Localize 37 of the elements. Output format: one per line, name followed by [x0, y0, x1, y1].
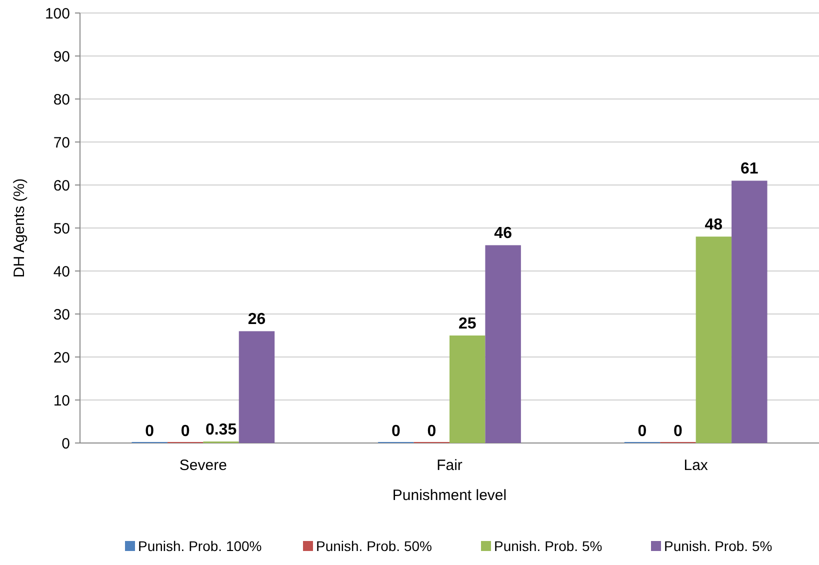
- data-label: 0: [391, 423, 400, 440]
- data-label: 0: [145, 423, 154, 440]
- data-label: 61: [740, 160, 758, 178]
- bar: [485, 245, 521, 443]
- y-tick-label: 10: [53, 392, 70, 410]
- y-tick-label: 20: [53, 349, 70, 366]
- y-tick-label: 0: [62, 435, 70, 452]
- data-label: 48: [704, 216, 723, 234]
- legend-label: Punish. Prob. 50%: [316, 538, 432, 554]
- legend-label: Punish. Prob. 5%: [494, 538, 602, 554]
- data-label: 0: [180, 423, 190, 440]
- x-axis-title: Punishment level: [392, 487, 507, 504]
- bar: [450, 336, 486, 443]
- data-label: 46: [494, 225, 512, 242]
- legend-label: Punish. Prob. 100%: [138, 538, 262, 554]
- bar: [696, 236, 732, 443]
- x-tick-label: Lax: [684, 457, 708, 474]
- y-tick-label: 60: [53, 177, 70, 194]
- y-tick-label: 40: [53, 263, 70, 280]
- data-label: 26: [248, 311, 266, 328]
- y-tick-label: 90: [53, 48, 70, 66]
- y-tick-label: 100: [44, 5, 70, 22]
- data-label: 0.35: [205, 421, 237, 438]
- y-tick-label: 80: [53, 91, 70, 108]
- data-label: 0: [674, 423, 683, 440]
- legend-label: Punish. Prob. 5%: [664, 538, 772, 554]
- bar: [238, 331, 275, 443]
- y-tick-label: 30: [53, 306, 70, 324]
- y-axis-title: DH Agents (%): [11, 178, 28, 278]
- y-tick-label: 50: [53, 220, 70, 238]
- data-label: 25: [458, 316, 476, 332]
- y-tick-label: 70: [53, 134, 70, 152]
- x-tick-label: Fair: [436, 457, 462, 474]
- bar: [732, 180, 768, 443]
- data-label: 0: [427, 423, 436, 440]
- data-label: 0: [638, 423, 647, 440]
- x-tick-label: Severe: [179, 457, 227, 474]
